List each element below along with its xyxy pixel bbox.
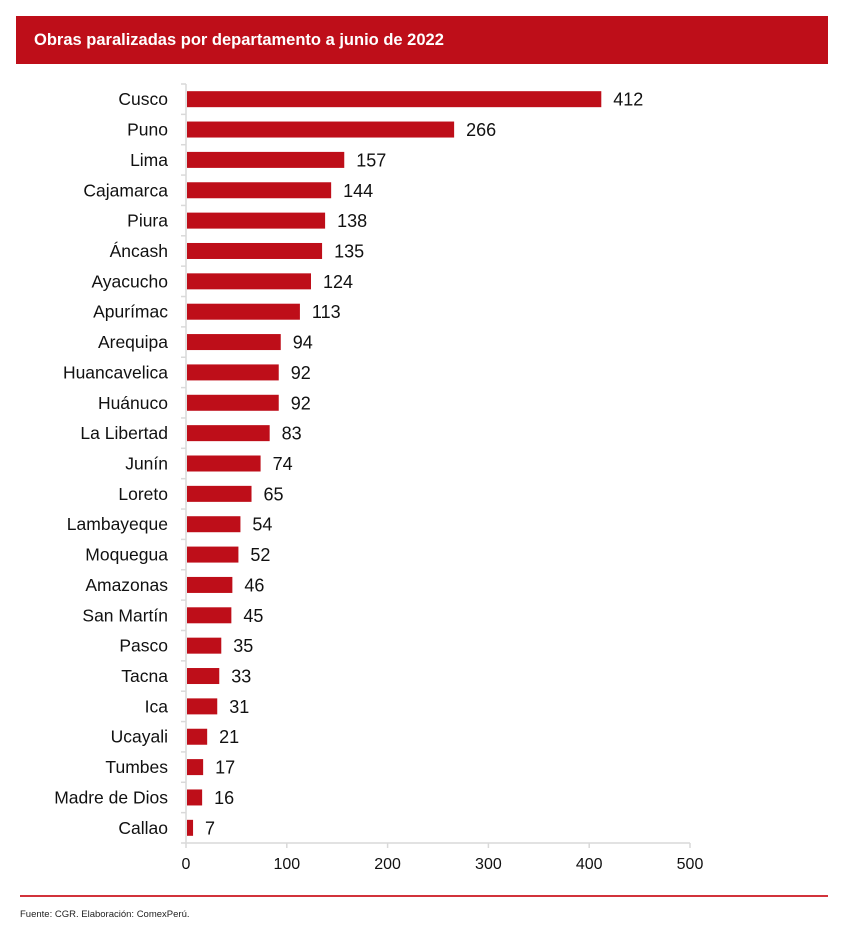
- bar: [187, 182, 332, 199]
- category-labels: Cusco Puno Lima Cajamarca Piura Áncash Ayacuch…: [54, 89, 168, 838]
- category-label: Callao: [118, 818, 168, 838]
- data-label: 16: [214, 788, 234, 808]
- data-label: 92: [291, 363, 311, 383]
- data-label: 94: [293, 333, 313, 353]
- value-labels: 412 266 157 144 138 135 124 113 94 92 92 83 74 65 54 52…: [205, 90, 643, 839]
- data-label: 138: [337, 211, 367, 231]
- data-label: 33: [231, 667, 251, 687]
- bar: [187, 759, 204, 776]
- category-label: Madre de Dios: [54, 787, 168, 807]
- bar: [187, 789, 203, 806]
- bar: [187, 364, 279, 381]
- footer-divider: [20, 895, 828, 897]
- category-label: Puno: [127, 120, 168, 140]
- data-label: 92: [291, 393, 311, 413]
- category-label: Lambayeque: [67, 514, 168, 534]
- data-label: 83: [282, 424, 302, 444]
- source-note: Fuente: CGR. Elaboración: ComexPerú.: [20, 909, 190, 920]
- category-label: Tumbes: [105, 757, 168, 777]
- data-label: 54: [252, 515, 272, 535]
- data-label: 124: [323, 272, 353, 292]
- bar: [187, 485, 252, 502]
- bar: [187, 607, 232, 624]
- bar: [187, 303, 300, 320]
- x-tick-label: 0: [182, 856, 191, 873]
- category-label: Huancavelica: [63, 362, 168, 382]
- category-label: Áncash: [110, 241, 168, 261]
- data-label: 35: [233, 636, 253, 656]
- bar: [187, 394, 279, 411]
- axes: [181, 83, 691, 848]
- title-banner: Obras paralizadas por departamento a jun…: [16, 16, 828, 64]
- data-label: 45: [243, 606, 263, 626]
- bar: [187, 273, 311, 290]
- category-label: Ucayali: [111, 727, 168, 747]
- category-label: Ica: [145, 696, 169, 716]
- bar: [187, 334, 281, 351]
- data-label: 65: [264, 484, 284, 504]
- data-label: 74: [273, 454, 293, 474]
- bar: [187, 516, 241, 533]
- category-label: Amazonas: [85, 575, 168, 595]
- category-label: Huánuco: [98, 393, 168, 413]
- bar: [187, 91, 602, 108]
- x-tick-label: 500: [677, 856, 704, 873]
- x-tick-label: 200: [374, 856, 401, 873]
- bar: [187, 698, 218, 715]
- chart-title: Obras paralizadas por departamento a jun…: [34, 31, 444, 49]
- data-label: 46: [244, 575, 264, 595]
- bar: [187, 242, 323, 259]
- data-label: 52: [250, 545, 270, 565]
- category-label: Apurímac: [93, 302, 168, 322]
- bar: [187, 455, 261, 472]
- bar: [187, 637, 222, 654]
- bar: [187, 212, 326, 229]
- bar: [187, 121, 455, 138]
- category-label: Arequipa: [98, 332, 168, 352]
- data-label: 7: [205, 818, 215, 838]
- data-label: 157: [356, 150, 386, 170]
- category-label: La Libertad: [80, 423, 168, 443]
- data-label: 412: [613, 90, 643, 110]
- data-label: 113: [312, 302, 341, 322]
- bar: [187, 546, 239, 563]
- category-label: Junín: [125, 454, 168, 474]
- data-label: 144: [343, 181, 373, 201]
- bar: [187, 576, 233, 593]
- category-label: Cusco: [118, 89, 168, 109]
- bar: [187, 668, 220, 685]
- category-label: Pasco: [119, 636, 168, 656]
- data-label: 21: [219, 727, 239, 747]
- x-tick-labels: 0 100 200 300 400 500: [182, 856, 704, 873]
- bar: [187, 728, 208, 745]
- bar: [187, 151, 345, 168]
- category-label: Piura: [127, 211, 168, 231]
- bar: [187, 425, 270, 442]
- bar: [187, 819, 194, 836]
- x-tick-label: 300: [475, 856, 502, 873]
- data-label: 17: [215, 758, 235, 778]
- bars: [187, 91, 602, 836]
- data-label: 135: [334, 241, 364, 261]
- category-label: Ayacucho: [91, 271, 168, 291]
- category-label: Moquegua: [85, 545, 168, 565]
- category-label: San Martín: [82, 605, 168, 625]
- data-label: 31: [229, 697, 249, 717]
- x-tick-label: 100: [273, 856, 300, 873]
- x-tick-label: 400: [576, 856, 603, 873]
- bar-chart: Cusco Puno Lima Cajamarca Piura Áncash Ayacuch…: [54, 83, 704, 873]
- category-label: Tacna: [121, 666, 168, 686]
- category-label: Lima: [130, 150, 168, 170]
- category-label: Cajamarca: [83, 180, 168, 200]
- data-label: 266: [466, 120, 496, 140]
- category-label: Loreto: [118, 484, 168, 504]
